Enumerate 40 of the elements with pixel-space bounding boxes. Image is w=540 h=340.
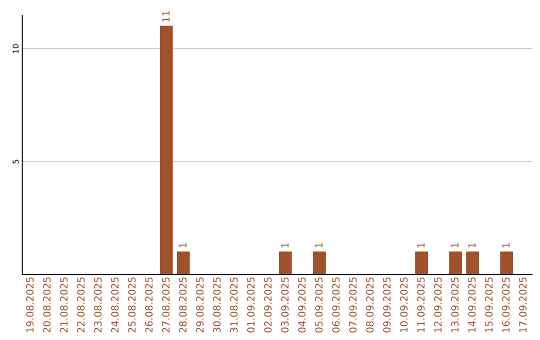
data-label: 1 xyxy=(280,242,292,248)
x-tick-label: 16.09.2025 xyxy=(502,276,513,334)
x-tick-label: 31.08.2025 xyxy=(229,276,240,334)
x-tick-label: 23.08.2025 xyxy=(93,276,104,334)
x-tick-label: 25.08.2025 xyxy=(127,276,138,334)
x-tick-label: 22.08.2025 xyxy=(76,276,88,334)
x-tick-label: 04.09.2025 xyxy=(297,276,308,334)
x-tick-label: 21.08.2025 xyxy=(59,276,70,334)
y-tick-label: 10 xyxy=(11,44,20,54)
x-tick-label: 10.09.2025 xyxy=(399,276,410,334)
x-tick-label: 05.09.2025 xyxy=(314,276,326,334)
data-label: 11 xyxy=(161,10,172,23)
x-tick-label: 11.09.2025 xyxy=(416,276,428,334)
x-tick-label: 28.08.2025 xyxy=(178,276,190,334)
x-tick-label: 24.08.2025 xyxy=(110,276,122,334)
data-label: 1 xyxy=(450,242,462,248)
x-tick-label: 03.09.2025 xyxy=(280,276,292,334)
x-tick-label: 02.09.2025 xyxy=(263,276,274,334)
x-tick-label: 20.08.2025 xyxy=(42,276,54,334)
y-tick-label: 5 xyxy=(11,159,20,164)
data-label: 1 xyxy=(314,242,326,248)
x-tick-label: 01.09.2025 xyxy=(246,276,258,334)
data-label: 1 xyxy=(178,242,190,248)
x-tick-label: 19.08.2025 xyxy=(25,276,36,334)
x-tick-label: 08.09.2025 xyxy=(365,276,376,334)
x-tick-label: 12.09.2025 xyxy=(433,276,444,334)
x-tick-label: 07.09.2025 xyxy=(348,276,360,334)
x-tick-label: 13.09.2025 xyxy=(450,276,462,334)
x-tick-label: 06.09.2025 xyxy=(331,276,342,334)
x-tick-label: 26.08.2025 xyxy=(144,276,156,334)
data-label: 1 xyxy=(416,242,428,248)
x-tick-label: 29.08.2025 xyxy=(195,276,206,334)
x-tick-label: 09.09.2025 xyxy=(382,276,394,334)
data-label: 1 xyxy=(502,242,513,248)
data-label: 1 xyxy=(468,242,479,248)
x-tick-label: 14.09.2025 xyxy=(468,276,479,334)
x-tick-label: 15.09.2025 xyxy=(484,276,496,334)
x-tick-label: 27.08.2025 xyxy=(161,276,172,334)
x-tick-label: 30.08.2025 xyxy=(212,276,224,334)
x-tick-label: 17.09.2025 xyxy=(518,276,530,334)
